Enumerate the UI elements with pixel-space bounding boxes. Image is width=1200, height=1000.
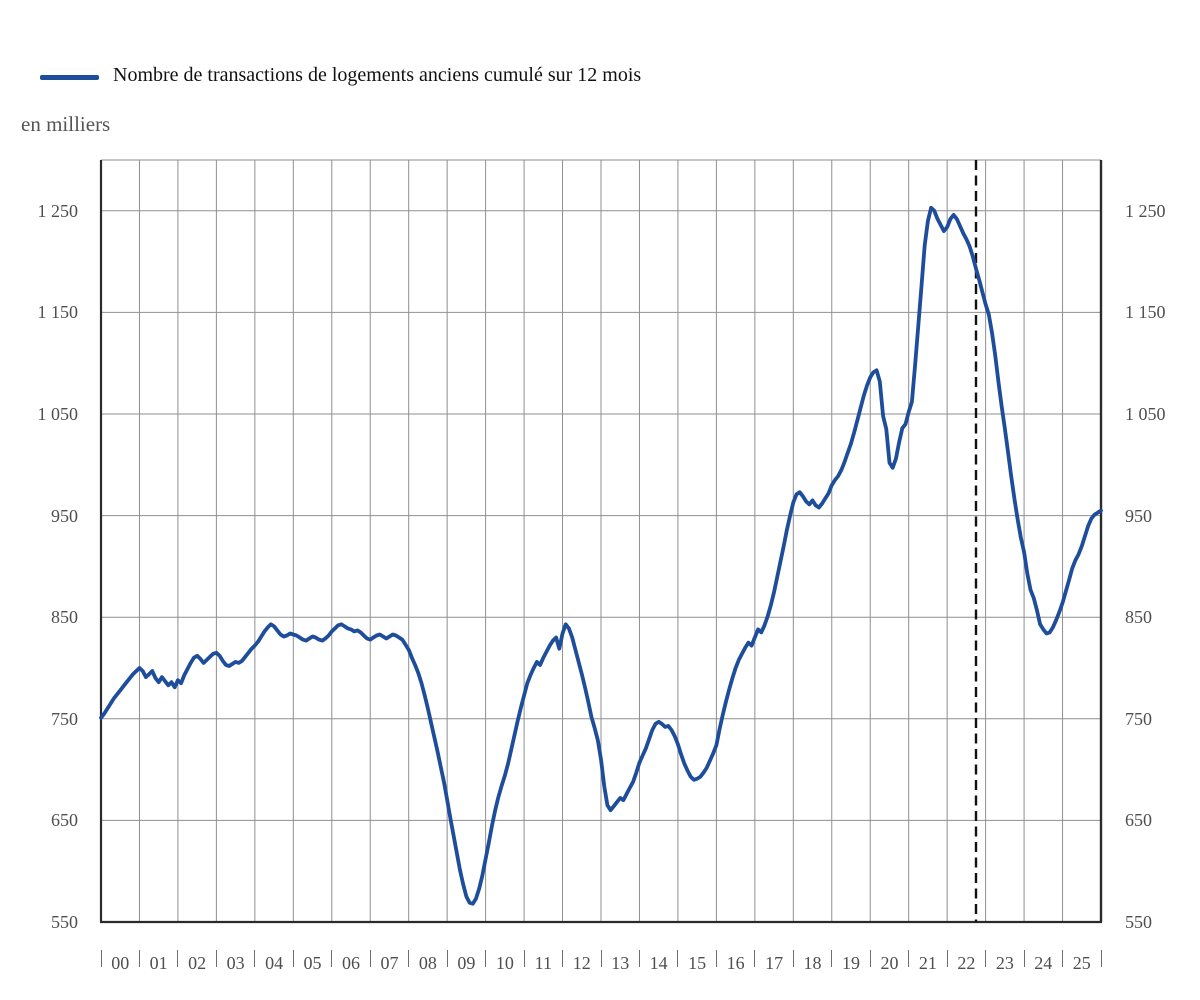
x-axis-tick-mark <box>638 950 640 967</box>
x-axis-tick-mark <box>831 950 833 967</box>
x-axis-year-label: 19 <box>841 953 860 973</box>
x-axis-year-label: 20 <box>880 953 899 973</box>
x-axis-tick-mark <box>1100 950 1102 967</box>
x-axis-year-label: 17 <box>765 953 784 973</box>
x-axis-year-label: 18 <box>803 953 822 973</box>
x-axis-year-label: 07 <box>380 953 399 973</box>
x-axis-tick-mark <box>792 950 794 967</box>
y-axis-tick-label-right: 1 250 <box>1125 200 1166 221</box>
transactions-line-series <box>99 205 1103 906</box>
x-axis-tick-mark <box>485 950 487 967</box>
y-axis-tick-label-left: 1 250 <box>37 200 79 221</box>
x-axis-tick-mark <box>292 950 294 967</box>
x-axis-tick-mark <box>369 950 371 967</box>
x-axis-year-label: 09 <box>457 953 476 973</box>
x-axis-year-label: 15 <box>688 953 707 973</box>
x-axis-year-label: 03 <box>226 953 245 973</box>
x-axis-tick-mark <box>138 950 140 967</box>
y-axis-tick-label-right: 1 050 <box>1125 404 1166 424</box>
legend-label: Nombre de transactions de logements anci… <box>113 64 642 86</box>
y-axis-tick-label-right: 1 150 <box>1125 302 1166 323</box>
x-axis-year-label: 16 <box>726 953 745 973</box>
x-axis-tick-mark <box>985 950 987 967</box>
legend-line-swatch <box>40 75 99 80</box>
y-axis-tick-label-left: 650 <box>51 810 78 831</box>
x-axis-tick-mark <box>1062 950 1064 967</box>
x-axis-year-label: 22 <box>957 953 976 973</box>
x-axis-year-label: 06 <box>341 953 360 973</box>
x-axis-tick-mark <box>908 950 910 967</box>
y-axis-tick-label-right: 950 <box>1125 505 1152 526</box>
y-axis-tick-label-left: 750 <box>51 708 78 729</box>
x-axis-year-label: 04 <box>265 953 284 973</box>
x-axis-year-label: 02 <box>188 953 207 973</box>
x-axis-year-label: 14 <box>649 953 668 973</box>
x-axis-tick-mark <box>715 950 717 967</box>
x-axis-tick-mark <box>177 950 179 967</box>
y-axis-tick-label-right: 750 <box>1125 708 1152 729</box>
y-axis-tick-label-left: 1 150 <box>37 302 79 323</box>
y-axis-tick-label-left: 950 <box>51 505 78 526</box>
y-axis-tick-label-right: 850 <box>1125 607 1152 628</box>
x-axis-tick-mark <box>215 950 217 967</box>
y-axis-tick-label-right: 650 <box>1125 810 1152 831</box>
x-axis-year-label: 00 <box>111 953 130 973</box>
x-axis-tick-mark <box>446 950 448 967</box>
x-axis-year-label: 05 <box>303 953 322 973</box>
x-axis-tick-mark <box>100 950 102 967</box>
x-axis-tick-mark <box>331 950 333 967</box>
x-axis-year-label: 23 <box>995 953 1014 973</box>
x-axis-year-label: 12 <box>572 953 591 973</box>
x-axis-year-label: 08 <box>418 953 437 973</box>
x-axis-tick-mark <box>254 950 256 967</box>
x-axis-year-label: 10 <box>495 953 514 973</box>
x-axis-tick-mark <box>600 950 602 967</box>
x-axis-year-label: 21 <box>918 953 937 973</box>
y-axis-tick-label-left: 550 <box>51 912 78 932</box>
x-axis-tick-mark <box>869 950 871 967</box>
x-axis-year-label: 11 <box>534 953 552 973</box>
x-axis-tick-mark <box>677 950 679 967</box>
x-axis-year-label: 24 <box>1034 953 1053 973</box>
y-axis-tick-label-left: 1 050 <box>37 404 79 424</box>
x-axis-year-label: 13 <box>611 953 630 973</box>
x-axis-tick-mark <box>408 950 410 967</box>
y-axis-tick-label-left: 850 <box>51 607 78 628</box>
y-axis-tick-label-right: 550 <box>1125 912 1152 932</box>
x-axis-year-label: 25 <box>1072 953 1091 973</box>
x-axis-tick-mark <box>946 950 948 967</box>
x-axis-tick-mark <box>1023 950 1025 967</box>
x-axis-tick-mark <box>562 950 564 967</box>
x-axis-year-label: 01 <box>149 953 168 973</box>
x-axis-tick-mark <box>523 950 525 967</box>
y-axis-unit-label: en milliers <box>21 112 111 136</box>
x-axis-tick-mark <box>754 950 756 967</box>
